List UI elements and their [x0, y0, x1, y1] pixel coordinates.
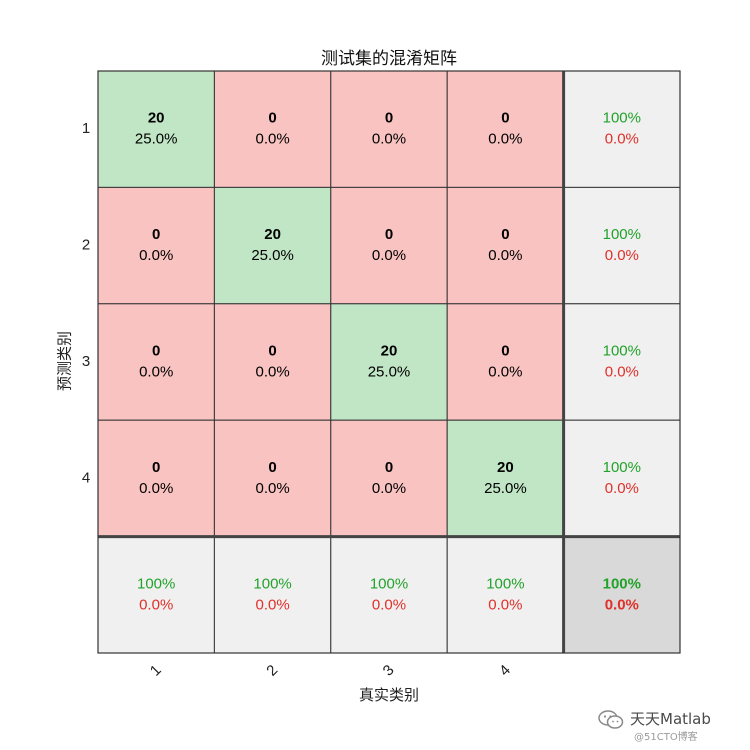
x-tick-label: 2: [263, 662, 281, 680]
col-summary-correct: 100%: [486, 575, 524, 592]
cell-percent: 25.0%: [251, 247, 294, 264]
overall-correct: 100%: [603, 575, 641, 592]
row-summary-incorrect: 0.0%: [605, 131, 639, 148]
cell-count: 0: [501, 226, 509, 243]
matrix-cell: [330, 186, 448, 305]
matrix-border: [97, 70, 681, 654]
y-tick-label: 4: [82, 469, 90, 486]
row-summary-incorrect: 0.0%: [605, 247, 639, 264]
matrix-cell: [213, 419, 332, 538]
cell-percent: 0.0%: [139, 480, 173, 497]
matrix-cell: [213, 70, 332, 188]
watermark: 天天Matlab @51CTO博客: [598, 706, 744, 746]
cell-percent: 0.0%: [255, 131, 289, 148]
cell-count: 0: [385, 226, 393, 243]
matrix-cell: [446, 70, 565, 188]
cell-percent: 25.0%: [368, 363, 411, 380]
wechat-icon: [598, 710, 624, 729]
cell-percent: 25.0%: [484, 480, 527, 497]
row-summary-correct: 100%: [603, 226, 641, 243]
matrix-cell: [446, 419, 565, 538]
matrix-cell: [446, 186, 565, 305]
matrix-cell: [563, 419, 681, 538]
y-tick-label: 3: [82, 353, 90, 370]
y-tick-label: 2: [82, 237, 90, 254]
matrix-cell: [446, 536, 565, 654]
matrix-cell: [97, 303, 215, 421]
cell-count: 20: [264, 226, 281, 243]
matrix-cell: [563, 70, 681, 188]
cell-percent: 0.0%: [488, 363, 522, 380]
col-summary-incorrect: 0.0%: [372, 596, 406, 613]
cell-count: 0: [501, 342, 509, 359]
col-summary-correct: 100%: [137, 575, 175, 592]
chart-title: 测试集的混淆矩阵: [321, 49, 457, 69]
cell-percent: 0.0%: [488, 247, 522, 264]
row-summary-incorrect: 0.0%: [605, 363, 639, 380]
col-summary-incorrect: 0.0%: [488, 596, 522, 613]
cell-percent: 0.0%: [372, 480, 406, 497]
cell-count: 0: [268, 459, 276, 476]
row-summary-correct: 100%: [603, 459, 641, 476]
cell-percent: 0.0%: [255, 480, 289, 497]
matrix-cell: [563, 186, 681, 305]
cell-percent: 0.0%: [139, 247, 173, 264]
cell-count: 0: [268, 110, 276, 127]
matrix-cell: [97, 536, 215, 654]
matrix-cell: [446, 303, 565, 421]
cell-count: 0: [385, 459, 393, 476]
matrix-cell: [213, 536, 332, 654]
cell-percent: 0.0%: [372, 247, 406, 264]
cell-percent: 0.0%: [372, 131, 406, 148]
matrix-cell: [563, 303, 681, 421]
watermark-site: @51CTO博客: [634, 732, 698, 743]
matrix-cell: [330, 536, 448, 654]
cell-count: 20: [497, 459, 514, 476]
cell-percent: 0.0%: [255, 363, 289, 380]
matrix-cell: [330, 303, 448, 421]
matrix-cell: [330, 70, 448, 188]
cell-count: 0: [501, 110, 509, 127]
cell-percent: 0.0%: [139, 363, 173, 380]
cell-count: 0: [268, 342, 276, 359]
cell-count: 0: [385, 110, 393, 127]
x-axis-label: 真实类别: [358, 686, 419, 704]
matrix-cell: [213, 303, 332, 421]
cell-percent: 25.0%: [135, 131, 178, 148]
matrix-cell: [563, 536, 681, 654]
row-summary-correct: 100%: [603, 342, 641, 359]
cell-count: 20: [381, 342, 398, 359]
row-summary-incorrect: 0.0%: [605, 480, 639, 497]
matrix-cell: [97, 186, 215, 305]
x-tick-label: 4: [496, 662, 514, 680]
x-tick-label: 1: [147, 662, 165, 680]
col-summary-correct: 100%: [370, 575, 408, 592]
col-summary-correct: 100%: [253, 575, 291, 592]
matrix-cell: [97, 419, 215, 538]
watermark-name: 天天Matlab: [630, 710, 711, 728]
cell-count: 0: [152, 459, 160, 476]
cell-count: 0: [152, 226, 160, 243]
cell-count: 20: [148, 110, 165, 127]
x-tick-label: 3: [380, 662, 398, 680]
col-summary-incorrect: 0.0%: [139, 596, 173, 613]
matrix-cell: [97, 70, 215, 188]
col-summary-incorrect: 0.0%: [255, 596, 289, 613]
row-summary-correct: 100%: [603, 110, 641, 127]
matrix-cell: [330, 419, 448, 538]
cell-percent: 0.0%: [488, 131, 522, 148]
overall-incorrect: 0.0%: [605, 596, 639, 613]
cell-count: 0: [152, 342, 160, 359]
y-axis-label: 预测类别: [55, 330, 74, 392]
y-tick-label: 1: [82, 120, 90, 137]
matrix-cell: [213, 186, 332, 305]
